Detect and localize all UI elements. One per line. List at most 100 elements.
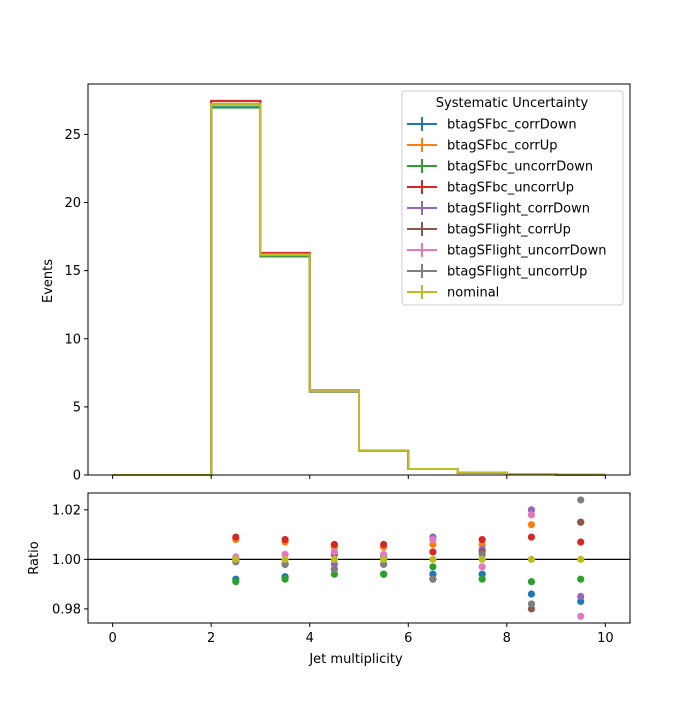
x-tick-label: 2: [207, 631, 215, 646]
ratio-point: [281, 535, 289, 544]
ratio-point: [478, 575, 486, 583]
ratio-point: [527, 533, 536, 541]
ratio-point: [527, 521, 536, 529]
main-plot-frame: [87, 83, 631, 476]
legend-label: nominal: [447, 286, 499, 301]
legend-label: btagSFbc_corrDown: [447, 118, 577, 133]
ratio-point: [527, 605, 536, 613]
ratio-points: [232, 496, 585, 620]
ratio-y-tick-label: 0.98: [52, 602, 81, 617]
ratio-point: [330, 548, 338, 556]
ratio-point: [577, 597, 585, 606]
ratio-point: [577, 612, 585, 620]
ratio-point: [577, 518, 585, 526]
legend-label: btagSFbc_corrUp: [447, 139, 558, 154]
ratio-point: [429, 575, 437, 583]
ratio-point: [478, 563, 486, 571]
ratio-y-axis-label: Ratio: [27, 541, 42, 574]
ratio-point: [577, 538, 585, 546]
ratio-panel: 0.98 1.00 1.02 0 2 4 6 8 10 Ratio Jet multiplic…: [27, 492, 631, 667]
main-y-tick-label: 5: [73, 400, 81, 415]
ratio-point: [429, 548, 437, 556]
ratio-point: [330, 570, 338, 578]
legend: Systematic Uncertainty btagSFbc_corrDown…: [401, 90, 624, 306]
legend-item: nominal: [407, 285, 499, 301]
ratio-point: [429, 570, 437, 578]
main-y-tick-label: 15: [64, 264, 81, 279]
legend-label: btagSFlight_uncorrUp: [447, 265, 587, 280]
ratio-point: [429, 555, 437, 563]
x-axis-label: Jet multiplicity: [308, 652, 403, 667]
ratio-x-ticks: 0 2 4 6 8 10: [108, 623, 614, 646]
ratio-point: [478, 550, 486, 559]
ratio-point: [330, 560, 338, 568]
ratio-point: [330, 555, 338, 563]
ratio-point: [478, 555, 486, 563]
ratio-point: [380, 540, 388, 549]
ratio-point: [429, 535, 437, 544]
legend-item: btagSFbc_uncorrUp: [407, 180, 574, 196]
legend-label: btagSFbc_uncorrDown: [447, 160, 593, 175]
x-tick-label: 6: [404, 631, 412, 646]
ratio-point: [478, 535, 486, 544]
ratio-y-ticks: 0.98 1.00 1.02: [52, 503, 88, 617]
x-tick-label: 8: [503, 631, 511, 646]
legend-title: Systematic Uncertainty: [436, 96, 589, 111]
ratio-point: [527, 578, 536, 586]
ratio-point: [330, 565, 338, 573]
ratio-point: [281, 560, 289, 568]
legend-label: btagSFlight_corrDown: [447, 202, 590, 217]
ratio-point: [232, 533, 240, 541]
legend-item: btagSFbc_corrDown: [407, 117, 577, 133]
legend-label: btagSFlight_uncorrDown: [447, 244, 607, 259]
legend-box: [401, 90, 624, 306]
ratio-point: [232, 555, 240, 563]
ratio-y-tick-label: 1.00: [52, 553, 81, 568]
legend-label: btagSFlight_corrUp: [447, 223, 571, 238]
ratio-point: [429, 540, 437, 549]
main-y-tick-label: 0: [73, 469, 81, 484]
ratio-point: [380, 550, 388, 559]
x-tick-label: 0: [108, 631, 116, 646]
ratio-point: [380, 555, 388, 563]
ratio-y-tick-label: 1.02: [52, 503, 81, 518]
main-step-lines: [112, 99, 606, 476]
ratio-point: [281, 575, 289, 583]
x-tick-label: 10: [597, 631, 614, 646]
ratio-point: [527, 506, 536, 514]
ratio-point: [429, 563, 437, 571]
main-y-axis-label: Events: [41, 259, 56, 303]
ratio-point: [577, 555, 585, 563]
main-y-ticks: 0 5 10 15 20 25: [64, 128, 88, 484]
main-panel: 0 5 10 15 20 25 Events Systematic Uncertainty…: [41, 83, 631, 484]
ratio-point: [281, 550, 289, 559]
ratio-point: [577, 496, 585, 504]
ratio-point: [527, 600, 536, 608]
ratio-point: [380, 560, 388, 568]
legend-items: btagSFbc_corrDown btagSFbc_corrUp btagSFbc…: [407, 117, 607, 301]
main-y-tick-label: 20: [64, 196, 81, 211]
ratio-point: [527, 555, 536, 563]
ratio-point: [330, 540, 338, 549]
ratio-point: [577, 575, 585, 583]
ratio-point: [527, 511, 536, 519]
main-y-tick-label: 10: [64, 332, 81, 347]
x-tick-label: 4: [306, 631, 314, 646]
legend-label: btagSFbc_uncorrUp: [447, 181, 574, 196]
ratio-plot-frame: [87, 492, 631, 624]
legend-item: btagSFlight_corrUp: [407, 222, 571, 238]
step-line-nominal: [112, 103, 606, 476]
ratio-point: [380, 570, 388, 578]
legend-item: btagSFlight_uncorrDown: [407, 243, 607, 259]
main-y-tick-label: 25: [64, 128, 81, 143]
legend-item: btagSFlight_uncorrUp: [407, 264, 587, 280]
legend-item: btagSFlight_corrDown: [407, 201, 590, 217]
ratio-point: [527, 590, 536, 598]
main-x-ticks: [112, 475, 606, 479]
ratio-point: [232, 578, 240, 586]
ratio-point: [478, 540, 486, 549]
legend-item: btagSFbc_corrUp: [407, 138, 558, 154]
ratio-point: [281, 555, 289, 563]
ratio-point: [577, 592, 585, 601]
